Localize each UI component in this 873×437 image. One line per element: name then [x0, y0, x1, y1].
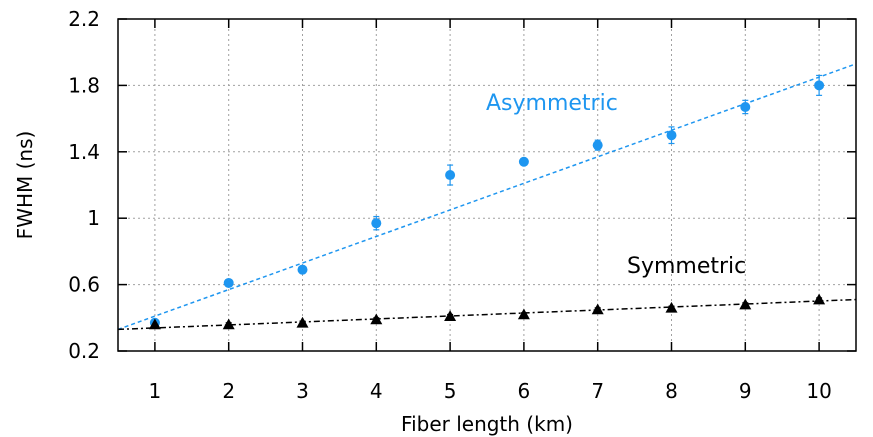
data-point-symmetric — [517, 308, 530, 320]
data-point-asymmetric — [740, 101, 751, 112]
plot-frame — [117, 18, 857, 352]
fit-lines — [117, 63, 857, 331]
data-point-symmetric — [222, 318, 235, 330]
data-point-symmetric — [665, 301, 678, 313]
x-tick-label: 10 — [806, 379, 831, 403]
data-point-asymmetric — [592, 140, 603, 151]
y-tick-label: 0.6 — [68, 273, 100, 297]
data-point-asymmetric — [223, 277, 234, 288]
x-tick-label: 1 — [149, 379, 162, 403]
x-tick-label: 9 — [739, 379, 752, 403]
x-tick-label: 5 — [444, 379, 457, 403]
x-tick-label: 6 — [518, 379, 531, 403]
data-point-symmetric — [148, 318, 161, 330]
data-point-symmetric — [370, 313, 383, 325]
fit-line-symmetric — [117, 298, 857, 331]
y-axis-label: FWHM (ns) — [13, 131, 37, 240]
y-tick-labels: 0.2 0.6 1 1.4 1.8 2.2 — [68, 7, 100, 363]
x-tick-label: 7 — [591, 379, 604, 403]
data-point-asymmetric — [445, 170, 456, 181]
y-tick-label: 2.2 — [68, 7, 100, 31]
x-axis-label: Fiber length (km) — [401, 412, 573, 436]
axis-ticks — [118, 18, 856, 352]
data-point-symmetric — [296, 316, 309, 328]
data-points — [148, 80, 826, 330]
data-point-asymmetric — [297, 264, 308, 275]
series-label-asymmetric: Asymmetric — [486, 91, 618, 116]
series-label-symmetric: Symmetric — [627, 254, 746, 279]
x-tick-label: 8 — [665, 379, 678, 403]
data-point-symmetric — [591, 303, 604, 315]
data-point-symmetric — [739, 298, 752, 310]
data-point-asymmetric — [814, 80, 825, 91]
x-tick-label: 2 — [222, 379, 235, 403]
data-point-symmetric — [444, 310, 457, 321]
fit-line-asymmetric — [117, 63, 857, 331]
data-point-symmetric — [813, 293, 826, 305]
y-tick-label: 0.2 — [68, 339, 100, 363]
y-tick-label: 1.4 — [68, 140, 100, 164]
x-tick-labels: 1 2 3 4 5 6 7 8 9 10 — [149, 379, 832, 403]
y-tick-label: 1.8 — [68, 73, 100, 97]
x-tick-label: 3 — [296, 379, 309, 403]
x-tick-label: 4 — [370, 379, 383, 403]
y-tick-label: 1 — [87, 206, 100, 230]
data-point-asymmetric — [518, 156, 529, 167]
data-point-asymmetric — [371, 218, 382, 229]
data-point-asymmetric — [666, 130, 677, 141]
